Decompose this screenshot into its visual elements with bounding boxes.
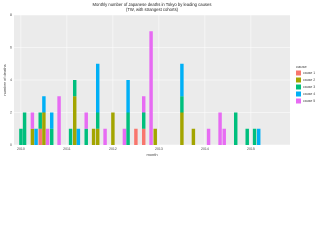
bar-segment [126, 80, 130, 113]
x-tick-label: 2011 [63, 147, 71, 151]
bar-segment [76, 128, 81, 145]
bar-segment [256, 128, 261, 145]
bar-segment [49, 128, 54, 145]
x-tick-label: 2012 [109, 147, 117, 151]
bar-segment [233, 112, 238, 145]
y-tick-label: 6 [10, 45, 12, 49]
legend-label: cause 2 [303, 78, 315, 82]
x-tick-label: 2015 [247, 147, 255, 151]
bar-segment [57, 96, 61, 145]
legend-swatch [296, 84, 301, 90]
y-tick-label: 0 [10, 143, 12, 147]
bar-segment [19, 128, 23, 145]
bar-segment [149, 31, 153, 145]
x-tick-label: 2014 [201, 147, 209, 151]
bar-segment [68, 128, 73, 145]
bar-segment [122, 128, 127, 145]
y-tick-label: 8 [10, 13, 12, 17]
x-tick-label: 2013 [155, 147, 163, 151]
legend-label: cause 5 [303, 99, 315, 103]
legend-title: cause [296, 64, 307, 69]
bar-segment [38, 112, 42, 129]
bar-segment [141, 128, 146, 145]
bar-segment [30, 112, 35, 129]
y-tick-label: 2 [10, 110, 12, 114]
bar-segment [91, 128, 96, 145]
bar-segment [252, 128, 257, 145]
bar-segment [95, 112, 100, 129]
x-axis-title: month [146, 152, 157, 157]
bar-segment [191, 128, 196, 145]
bar-segment [126, 112, 130, 145]
chart: Monthly number of Japanese deaths in Tok… [2, 2, 315, 157]
bar-segment [111, 112, 115, 145]
bar-segment [22, 112, 27, 145]
bar-segment [42, 96, 46, 113]
bar-segment [38, 128, 42, 145]
bar-segment [180, 96, 184, 113]
bar-segment [84, 128, 88, 145]
legend-label: cause 3 [303, 85, 315, 89]
bar-segment [141, 112, 146, 129]
y-tick-label: 4 [10, 78, 12, 82]
legend-label: cause 4 [303, 92, 315, 96]
bar-segment [134, 128, 138, 145]
legend-label: cause 1 [303, 71, 315, 75]
chart-subtitle: (TW, with strangest cohorts) [126, 7, 179, 12]
bar-segment [42, 112, 46, 145]
bar-segment [153, 128, 157, 145]
bar-segment [72, 80, 77, 97]
bar-segment [72, 96, 77, 145]
legend-swatch [296, 70, 301, 76]
y-axis-title: number of deaths [2, 64, 7, 95]
chart-title: Monthly number of Japanese deaths in Tok… [93, 2, 212, 7]
bar-segment [30, 128, 35, 145]
bar-segment [34, 128, 38, 145]
bar-segment [206, 128, 211, 145]
bar-segment [218, 112, 222, 145]
legend-swatch [296, 98, 301, 104]
bar-segment [222, 128, 226, 145]
legend-swatch [296, 91, 301, 97]
bar-segment [180, 63, 184, 97]
x-tick-label: 2010 [17, 147, 25, 151]
legend-swatch [296, 77, 301, 83]
bar-segment [245, 128, 249, 145]
bar-segment [84, 112, 88, 129]
bar-segment [95, 63, 100, 113]
bar-segment [103, 128, 107, 145]
bar-segment [49, 112, 54, 129]
bar-segment [95, 128, 100, 145]
bar-segment [141, 96, 146, 113]
bar-segment [180, 112, 184, 145]
bar-segment [45, 128, 50, 145]
